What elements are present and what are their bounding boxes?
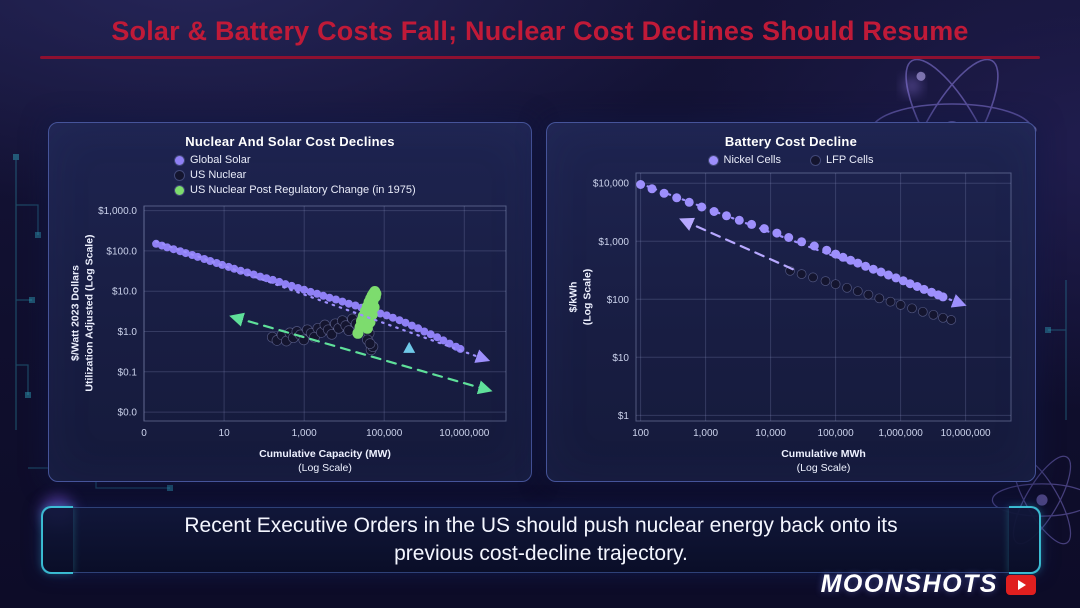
lfp-cells-swatch [810,155,820,165]
chart-title-nuclear-solar: Nuclear And Solar Cost Declines [185,134,395,149]
y-axis-label-nuclear-solar: $/Watt 2023 Dollars Utilization Adjusted… [69,234,95,392]
svg-text:1,000: 1,000 [693,428,718,439]
brand: MOONSHOTS [821,570,1036,599]
svg-text:$10,000: $10,000 [593,179,630,190]
legend-item-us-nuclear-post-1975: US Nuclear Post Regulatory Change (in 19… [175,184,416,196]
glow-dot [905,79,919,93]
legend-label-lfp-cells: LFP Cells [825,154,874,166]
global-solar-swatch [175,155,184,165]
svg-text:$1: $1 [618,411,630,422]
title-underline [40,56,1040,59]
legend-item-us-nuclear: US Nuclear [175,169,416,181]
slide-header: Solar & Battery Costs Fall; Nuclear Cost… [0,16,1080,59]
svg-text:$100: $100 [607,295,630,306]
nickel-cells-swatch [708,155,718,165]
legend-label-nickel-cells: Nickel Cells [723,154,781,166]
x-axis-label-battery: Cumulative MWh (Log Scale) [781,448,866,474]
svg-text:$1,000: $1,000 [598,237,629,248]
svg-text:$0.1: $0.1 [118,367,138,378]
svg-text:0: 0 [141,428,147,439]
svg-text:100: 100 [632,428,649,439]
chart-title-battery: Battery Cost Decline [724,134,858,149]
brand-name: MOONSHOTS [820,570,998,598]
legend-nuclear-solar: Global Solar US Nuclear US Nuclear Post … [175,154,416,196]
svg-text:1,000,000: 1,000,000 [878,428,923,439]
svg-text:$1,000.0: $1,000.0 [98,206,137,217]
caption-line-1: Recent Executive Orders in the US should… [184,514,898,538]
battery-scatter-chart: 100 1,000 10,000 100,000 1,000,000 10,000,000… [593,172,1012,439]
legend-label-us-nuclear-post-1975: US Nuclear Post Regulatory Change (in 19… [190,184,416,196]
us-nuclear-post-1975-swatch [175,185,184,195]
svg-text:$0.0: $0.0 [118,408,138,419]
legend-label-global-solar: Global Solar [190,154,251,166]
svg-text:10,000,000: 10,000,000 [941,428,991,439]
panel-battery-chart: Battery Cost Decline Nickel Cells LFP Ce… [546,122,1036,482]
us-nuclear-swatch [175,170,184,180]
svg-text:10,000: 10,000 [755,428,786,439]
caption-line-2: previous cost-decline trajectory. [394,542,688,565]
svg-text:$100.0: $100.0 [106,246,137,257]
svg-text:100,000: 100,000 [366,428,403,439]
svg-text:100,000: 100,000 [818,428,855,439]
youtube-subscribe-badge[interactable] [1006,574,1036,595]
legend-item-nickel-cells: Nickel Cells [708,154,781,166]
svg-text:$10.0: $10.0 [112,287,137,298]
legend-item-lfp-cells: LFP Cells [810,154,874,166]
svg-text:10,000,000: 10,000,000 [439,428,489,439]
caption-box: Recent Executive Orders in the US should… [41,506,1041,574]
svg-text:1,000: 1,000 [292,428,317,439]
circuit-nodes-icon [13,154,1051,491]
y-axis-label-battery: $/kWh (Log Scale) [567,268,593,326]
play-icon [1018,579,1026,590]
nuclear-solar-scatter-chart: 0 10 1,000 100,000 10,000,000 $1,000.0 $100.0 $… [98,205,507,439]
svg-text:$10: $10 [612,353,629,364]
legend-battery: Nickel Cells LFP Cells [547,154,1035,166]
svg-text:$1.0: $1.0 [118,327,138,338]
svg-text:10: 10 [219,428,231,439]
x-axis-label-nuclear-solar: Cumulative Capacity (MW) (Log Scale) [259,448,391,474]
legend-item-global-solar: Global Solar [175,154,416,166]
legend-label-us-nuclear: US Nuclear [190,169,247,181]
panel-nuclear-solar-chart: Nuclear And Solar Cost Declines Global S… [48,122,532,482]
slide-title: Solar & Battery Costs Fall; Nuclear Cost… [111,16,969,46]
